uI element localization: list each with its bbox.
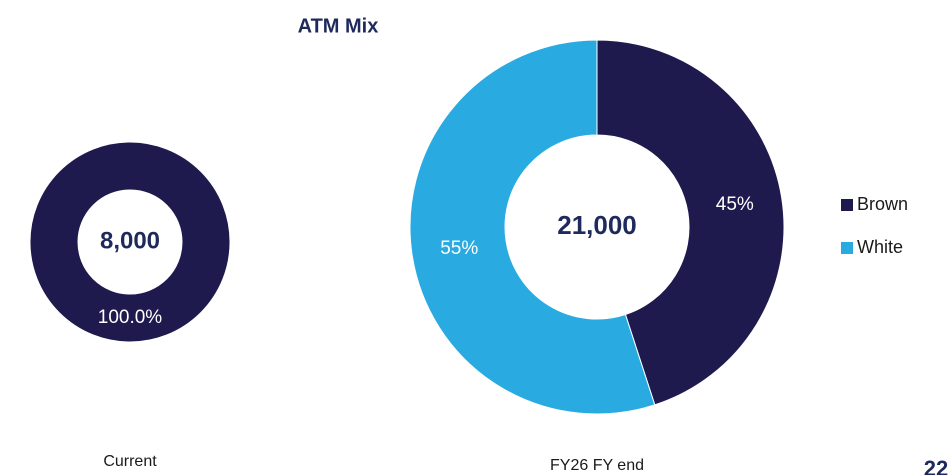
center-label: 8,000 [100,227,160,254]
chart-title: ATM Mix [298,15,379,37]
donut-segment [29,141,231,343]
donut-segment [596,39,785,406]
value-label: 45% [716,194,754,215]
page-number: 22 [924,456,948,475]
legend-label: White [857,237,903,257]
center-label: 21,000 [557,210,637,240]
donut-segment [409,39,656,415]
legend-label: Brown [857,194,908,214]
legend-swatch [841,242,853,254]
chart-label: Current [103,453,157,470]
value-label: 100.0% [98,307,163,328]
value-label: 55% [440,238,478,259]
legend-swatch [841,199,853,211]
chart-label: FY26 FY end [550,457,644,474]
